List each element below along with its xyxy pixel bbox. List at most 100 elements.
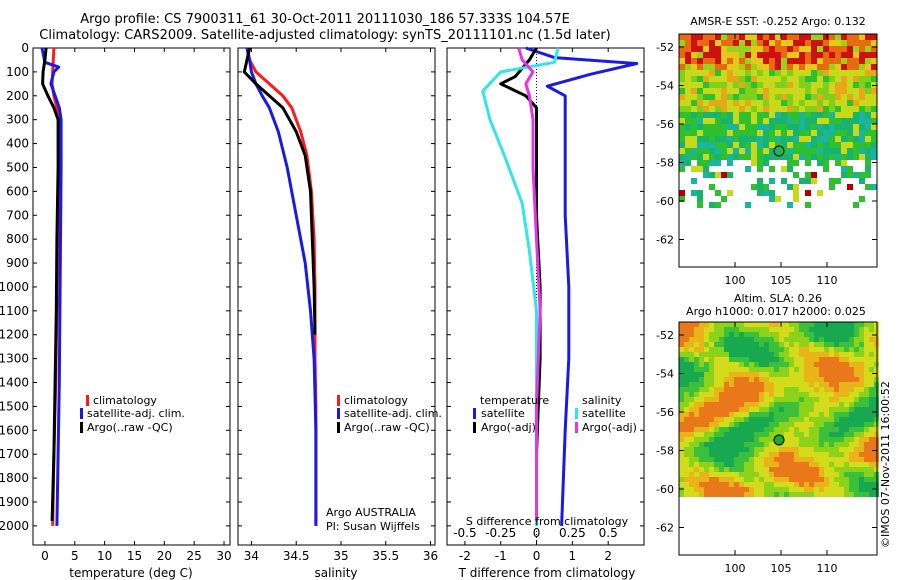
sst-map-cell	[685, 136, 691, 142]
sst-map-cell	[739, 148, 745, 154]
sla-map-cell	[759, 422, 764, 427]
sst-map-cell	[757, 76, 763, 82]
sst-map-cell	[823, 118, 829, 124]
sla-map-cell	[869, 477, 874, 482]
legend-swatch-s-satellite	[575, 408, 578, 419]
sla-map-cell	[734, 422, 739, 427]
sla-map-cell	[849, 337, 854, 342]
sla-map-cell	[859, 347, 864, 352]
sla-map-cell	[694, 327, 699, 332]
sla-map-cell	[834, 492, 839, 497]
sla-map-cell	[854, 407, 859, 412]
sla-map-cell	[704, 362, 709, 367]
sla-map-cell	[719, 477, 724, 482]
sla-map-cell	[689, 387, 694, 392]
sla-map-cell	[819, 397, 824, 402]
sla-map-cell	[789, 477, 794, 482]
sla-map-cell	[739, 482, 744, 487]
sla-map-cell	[699, 367, 704, 372]
sla-map-cell	[789, 412, 794, 417]
sst-map-cell	[787, 148, 793, 154]
sst-map-cell	[823, 142, 829, 148]
sst-map-cell	[751, 106, 757, 112]
sla-map-cell	[739, 487, 744, 492]
sla-map-cell	[754, 382, 759, 387]
sla-map-cell	[794, 492, 799, 497]
sla-map-cell	[794, 487, 799, 492]
sst-map-cell	[871, 94, 877, 100]
sla-map-cell	[764, 457, 769, 462]
sla-map-cell	[799, 472, 804, 477]
sla-map-cell	[799, 422, 804, 427]
sst-map-cell	[847, 40, 853, 46]
sst-map-cell	[775, 34, 781, 40]
depth-tick-label: 800	[6, 232, 29, 246]
sla-map-cell	[734, 477, 739, 482]
sla-map-cell	[794, 337, 799, 342]
sla-map-cell	[764, 447, 769, 452]
sla-map-cell	[744, 372, 749, 377]
sla-map-cell	[739, 492, 744, 497]
sst-map-cell	[799, 106, 805, 112]
sla-map-cell	[774, 397, 779, 402]
sla-map-cell	[679, 462, 684, 467]
sla-map-cell	[844, 457, 849, 462]
sla-map-cell	[739, 387, 744, 392]
sla-map-cell	[804, 442, 809, 447]
sla-map-cell	[839, 382, 844, 387]
sla-map-cell	[704, 382, 709, 387]
sst-map-cell	[733, 40, 739, 46]
sla-map-cell	[864, 492, 869, 497]
sla-map-cell	[849, 492, 854, 497]
sst-map-cell	[805, 34, 811, 40]
sla-map-cell	[774, 372, 779, 377]
sla-map-cell	[819, 332, 824, 337]
sst-map-cell	[847, 34, 853, 40]
sst-map-cell	[685, 82, 691, 88]
sla-map-cell	[759, 347, 764, 352]
sla-map-cell	[709, 357, 714, 362]
sst-map-cell	[709, 130, 715, 136]
sla-map-cell	[739, 322, 744, 327]
sst-map-cell	[805, 148, 811, 154]
sst-map-cell	[697, 94, 703, 100]
sst-map-cell	[865, 172, 871, 178]
sst-map-cell	[727, 130, 733, 136]
sla-map-cell	[799, 452, 804, 457]
sst-map-cell	[739, 52, 745, 58]
sla-map-cell	[709, 377, 714, 382]
sst-map-cell	[679, 196, 685, 202]
sla-map-cell	[734, 387, 739, 392]
sla-map-cell	[799, 407, 804, 412]
sst-map-cell	[817, 52, 823, 58]
sst-map-cell	[769, 46, 775, 52]
sla-map-cell	[784, 397, 789, 402]
sla-map-cell	[724, 447, 729, 452]
sst-map-cell	[871, 148, 877, 154]
sst-map-cell	[685, 100, 691, 106]
sst-map-cell	[715, 82, 721, 88]
sla-map-cell	[754, 492, 759, 497]
sst-map-cell	[841, 166, 847, 172]
sst-map-cell	[853, 34, 859, 40]
sla-map-cell	[799, 427, 804, 432]
sst-map-cell	[853, 76, 859, 82]
sst-map-cell	[757, 100, 763, 106]
sst-map-cell	[817, 118, 823, 124]
sst-map-cell	[679, 166, 685, 172]
sla-map-cell	[849, 342, 854, 347]
sla-map-cell	[724, 452, 729, 457]
sst-map-cell	[709, 106, 715, 112]
sla-map-cell	[819, 422, 824, 427]
sla-map-cell	[749, 472, 754, 477]
sla-map-cell	[719, 377, 724, 382]
sst-map-cell	[817, 124, 823, 130]
sla-map-cell	[824, 357, 829, 362]
sst-map-cell	[763, 112, 769, 118]
sla-map-cell	[834, 407, 839, 412]
sla-map-cell	[834, 377, 839, 382]
sla-map-cell	[739, 392, 744, 397]
sla-map-cell	[869, 452, 874, 457]
sla-map-cell	[844, 382, 849, 387]
sla-map-cell	[859, 422, 864, 427]
